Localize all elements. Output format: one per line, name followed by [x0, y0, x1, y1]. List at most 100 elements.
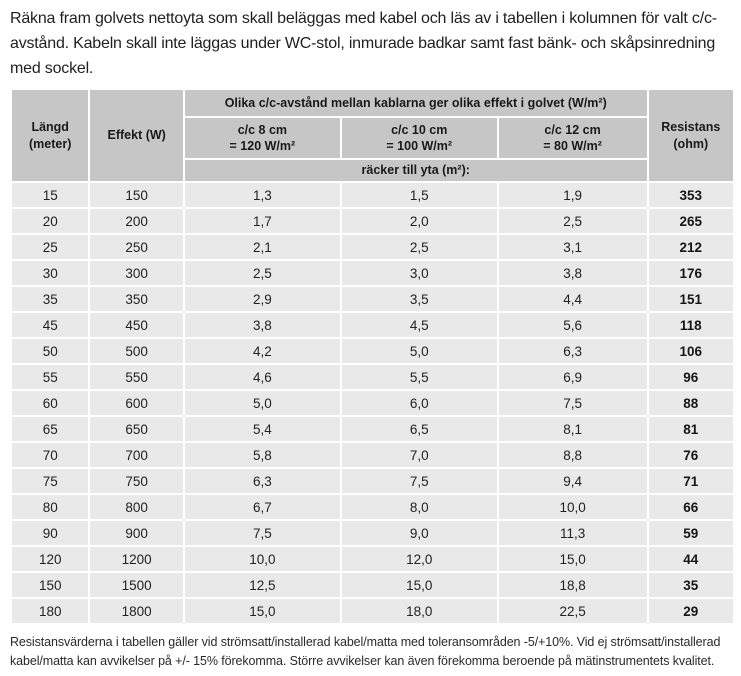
cc12-area-cell: 7,5 — [498, 391, 647, 415]
cc8-area-cell: 10,0 — [184, 547, 340, 571]
cc10-area-cell: 6,5 — [341, 417, 497, 441]
cc12-area-cell: 8,8 — [498, 443, 647, 467]
cc12-area-cell: 3,8 — [498, 261, 647, 285]
table-row: 60 600 5,0 6,0 7,5 88 — [12, 391, 733, 415]
resistans-cell: 265 — [648, 209, 733, 233]
table-row: 30 300 2,5 3,0 3,8 176 — [12, 261, 733, 285]
langd-cell: 90 — [12, 521, 89, 545]
langd-cell: 15 — [12, 183, 89, 207]
cc10-area-cell: 2,0 — [341, 209, 497, 233]
langd-cell: 30 — [12, 261, 89, 285]
resistans-cell: 29 — [648, 599, 733, 623]
effekt-cell: 1800 — [90, 599, 183, 623]
cc10-area-cell: 7,0 — [341, 443, 497, 467]
document-page: Räkna fram golvets nettoyta som skall be… — [0, 6, 741, 671]
cc8-area-cell: 5,8 — [184, 443, 340, 467]
langd-cell: 25 — [12, 235, 89, 259]
cc10-area-cell: 3,0 — [341, 261, 497, 285]
effekt-cell: 900 — [90, 521, 183, 545]
resistans-cell: 118 — [648, 313, 733, 337]
cc8-area-cell: 2,9 — [184, 287, 340, 311]
cc8-area-cell: 5,0 — [184, 391, 340, 415]
cc8-area-cell: 15,0 — [184, 599, 340, 623]
header-row-subheader: räcker till yta (m²): — [12, 160, 733, 181]
effekt-cell: 800 — [90, 495, 183, 519]
cc10-area-cell: 5,0 — [341, 339, 497, 363]
cc10-area-cell: 5,5 — [341, 365, 497, 389]
langd-cell: 150 — [12, 573, 89, 597]
cc12-area-cell: 10,0 — [498, 495, 647, 519]
langd-cell: 120 — [12, 547, 89, 571]
langd-cell: 65 — [12, 417, 89, 441]
table-row: 65 650 5,4 6,5 8,1 81 — [12, 417, 733, 441]
cc8-area-cell: 4,6 — [184, 365, 340, 389]
cc12-area-cell: 9,4 — [498, 469, 647, 493]
header-row-group: Längd (meter) Effekt (W) Olika c/c-avstå… — [12, 90, 733, 181]
intro-paragraph: Räkna fram golvets nettoyta som skall be… — [10, 10, 717, 77]
resistans-cell: 59 — [648, 521, 733, 545]
effekt-cell: 750 — [90, 469, 183, 493]
cc12-area-cell: 6,3 — [498, 339, 647, 363]
langd-cell: 180 — [12, 599, 89, 623]
table-row: 25 250 2,1 2,5 3,1 212 — [12, 235, 733, 259]
column-header-cc10: c/c 10 cm = 100 W/m² — [341, 118, 497, 158]
effekt-cell: 150 — [90, 183, 183, 207]
table-row: 80 800 6,7 8,0 10,0 66 — [12, 495, 733, 519]
table-row: 70 700 5,8 7,0 8,8 76 — [12, 443, 733, 467]
table-row: 45 450 3,8 4,5 5,6 118 — [12, 313, 733, 337]
cc8-area-cell: 5,4 — [184, 417, 340, 441]
effekt-cell: 200 — [90, 209, 183, 233]
effekt-cell: 350 — [90, 287, 183, 311]
cc10-area-cell: 9,0 — [341, 521, 497, 545]
group-header-cc-avstand: Olika c/c-avstånd mellan kablarna ger ol… — [184, 90, 647, 116]
footnote-paragraph: Resistansvärderna i tabellen gäller vid … — [10, 635, 721, 668]
resistans-cell: 81 — [648, 417, 733, 441]
table-body: 15 150 1,3 1,5 1,9 353 20 200 1,7 2,0 2,5 265 25 250 2… — [12, 183, 733, 623]
resistans-cell: 35 — [648, 573, 733, 597]
cc8-area-cell: 6,7 — [184, 495, 340, 519]
cc10-area-cell: 8,0 — [341, 495, 497, 519]
table-row: 35 350 2,9 3,5 4,4 151 — [12, 287, 733, 311]
subheader-racker-till-yta: räcker till yta (m²): — [184, 160, 647, 181]
langd-cell: 35 — [12, 287, 89, 311]
langd-cell: 70 — [12, 443, 89, 467]
table-row: 150 1500 12,5 15,0 18,8 35 — [12, 573, 733, 597]
resistans-cell: 88 — [648, 391, 733, 415]
table-row: 120 1200 10,0 12,0 15,0 44 — [12, 547, 733, 571]
cable-capacity-table: Längd (meter) Effekt (W) Olika c/c-avstå… — [10, 88, 735, 625]
cc8-area-cell: 6,3 — [184, 469, 340, 493]
table-row: 55 550 4,6 5,5 6,9 96 — [12, 365, 733, 389]
resistans-cell: 66 — [648, 495, 733, 519]
cc8-area-cell: 3,8 — [184, 313, 340, 337]
table-row: 50 500 4,2 5,0 6,3 106 — [12, 339, 733, 363]
cc8-area-cell: 1,3 — [184, 183, 340, 207]
table-row: 15 150 1,3 1,5 1,9 353 — [12, 183, 733, 207]
effekt-cell: 600 — [90, 391, 183, 415]
column-header-cc8: c/c 8 cm = 120 W/m² — [184, 118, 340, 158]
effekt-cell: 300 — [90, 261, 183, 285]
cc10-area-cell: 4,5 — [341, 313, 497, 337]
cc12-area-cell: 2,5 — [498, 209, 647, 233]
langd-cell: 50 — [12, 339, 89, 363]
cc10-area-cell: 6,0 — [341, 391, 497, 415]
cc10-area-cell: 1,5 — [341, 183, 497, 207]
langd-cell: 75 — [12, 469, 89, 493]
cc12-area-cell: 3,1 — [498, 235, 647, 259]
cc8-area-cell: 2,1 — [184, 235, 340, 259]
resistans-cell: 71 — [648, 469, 733, 493]
effekt-cell: 250 — [90, 235, 183, 259]
cc12-area-cell: 6,9 — [498, 365, 647, 389]
cc8-area-cell: 1,7 — [184, 209, 340, 233]
cc12-area-cell: 18,8 — [498, 573, 647, 597]
langd-cell: 55 — [12, 365, 89, 389]
table-row: 20 200 1,7 2,0 2,5 265 — [12, 209, 733, 233]
cc12-area-cell: 11,3 — [498, 521, 647, 545]
effekt-cell: 550 — [90, 365, 183, 389]
cc8-area-cell: 7,5 — [184, 521, 340, 545]
effekt-cell: 700 — [90, 443, 183, 467]
effekt-cell: 1500 — [90, 573, 183, 597]
cc12-area-cell: 22,5 — [498, 599, 647, 623]
effekt-cell: 1200 — [90, 547, 183, 571]
column-header-cc12: c/c 12 cm = 80 W/m² — [498, 118, 647, 158]
cc12-area-cell: 15,0 — [498, 547, 647, 571]
